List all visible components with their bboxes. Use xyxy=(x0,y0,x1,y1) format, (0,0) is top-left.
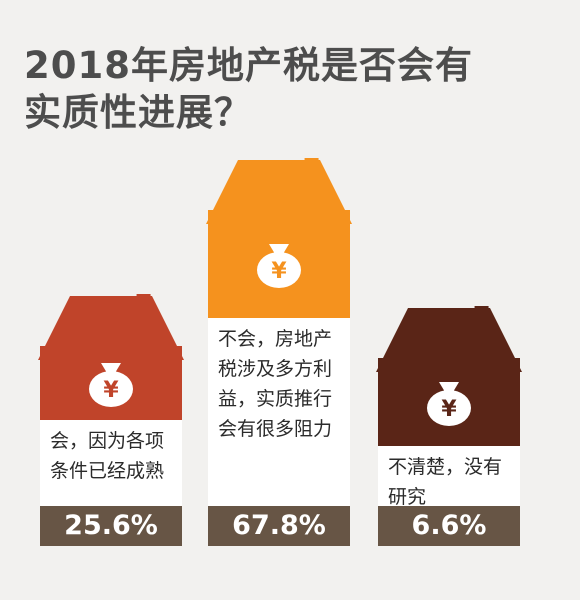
money-bag-icon-1 xyxy=(89,371,133,407)
value-label-2: 67.8% xyxy=(208,506,350,546)
house-roof-2 xyxy=(206,160,352,224)
page-title: 2018年房地产税是否会有 实质性进展？ xyxy=(24,42,473,136)
title-line-2: 实质性进展？ xyxy=(24,91,252,134)
money-bag-icon-3 xyxy=(427,390,471,426)
answer-card-1: 会，因为各项条件已经成熟 xyxy=(40,420,182,506)
answer-card-2: 不会，房地产税涉及多方利益，实质推行会有很多阻力 xyxy=(208,318,350,506)
currency-symbol-2: ¥ xyxy=(271,259,287,284)
money-bag-knot-3 xyxy=(439,382,459,392)
money-bag-knot-1 xyxy=(101,363,121,373)
house-roof-3 xyxy=(376,308,522,372)
currency-symbol-1: ¥ xyxy=(103,378,119,403)
value-label-3: 6.6% xyxy=(378,506,520,546)
value-label-1: 25.6% xyxy=(40,506,182,546)
house-roof-1 xyxy=(38,296,184,360)
title-line-1: 2018年房地产税是否会有 xyxy=(24,44,473,87)
currency-symbol-3: ¥ xyxy=(441,397,457,422)
money-bag-knot-2 xyxy=(269,244,289,254)
money-bag-icon-2 xyxy=(257,252,301,288)
answer-card-3: 不清楚，没有研究 xyxy=(378,446,520,508)
